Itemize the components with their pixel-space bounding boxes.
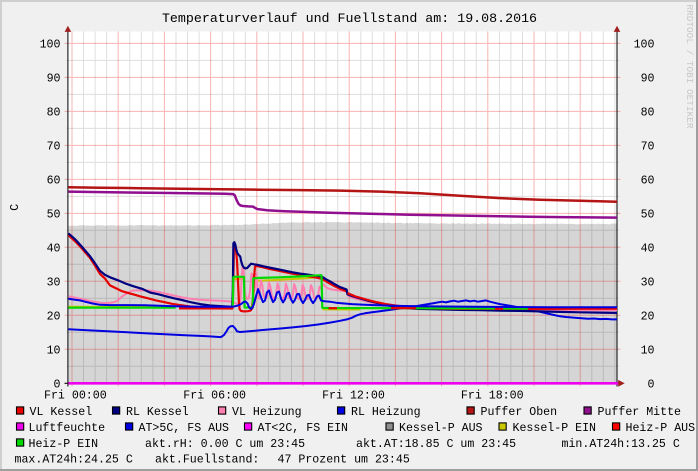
- svg-text:RL Heizung: RL Heizung: [351, 406, 421, 419]
- svg-text:Heiz-P EIN: Heiz-P EIN: [29, 438, 99, 451]
- svg-text:Kessel-P EIN: Kessel-P EIN: [513, 422, 597, 435]
- svg-text:Fri 18:00: Fri 18:00: [461, 389, 524, 402]
- svg-text:Fri 06:00: Fri 06:00: [183, 389, 246, 402]
- svg-text:80: 80: [641, 106, 655, 119]
- svg-text:RL Kessel: RL Kessel: [126, 406, 189, 419]
- svg-text:Heiz-P AUS: Heiz-P AUS: [626, 422, 696, 435]
- svg-text:40: 40: [47, 242, 61, 255]
- svg-text:C: C: [9, 204, 22, 211]
- svg-text:akt.rH: 0.00 C um 23:45: akt.rH: 0.00 C um 23:45: [145, 438, 305, 451]
- svg-text:akt.AT:18.85 C um 23:45: akt.AT:18.85 C um 23:45: [356, 438, 516, 451]
- svg-text:50: 50: [47, 208, 61, 221]
- svg-text:50: 50: [641, 208, 655, 221]
- svg-text:Puffer Mitte: Puffer Mitte: [598, 406, 682, 419]
- svg-text:90: 90: [641, 72, 655, 85]
- svg-text:AT>5C, FS AUS: AT>5C, FS AUS: [139, 422, 230, 435]
- svg-text:RRDTOOL / TOBI OETIKER: RRDTOOL / TOBI OETIKER: [684, 5, 695, 129]
- svg-text:AT<2C, FS EIN: AT<2C, FS EIN: [258, 422, 349, 435]
- svg-text:30: 30: [47, 276, 61, 289]
- svg-text:20: 20: [47, 310, 61, 323]
- svg-text:VL Heizung: VL Heizung: [232, 406, 302, 419]
- svg-text:40: 40: [641, 242, 655, 255]
- svg-text:min.AT24h:13.25 C: min.AT24h:13.25 C: [562, 438, 680, 451]
- svg-text:60: 60: [641, 174, 655, 187]
- svg-text:80: 80: [47, 106, 61, 119]
- svg-text:47 Prozent um 23:45: 47 Prozent um 23:45: [278, 453, 410, 466]
- svg-text:Luftfeuchte: Luftfeuchte: [29, 422, 106, 435]
- svg-text:0: 0: [648, 378, 655, 391]
- svg-text:VL Kessel: VL Kessel: [30, 406, 93, 419]
- svg-text:60: 60: [47, 174, 61, 187]
- svg-text:10: 10: [47, 344, 61, 357]
- svg-text:90: 90: [47, 72, 61, 85]
- svg-text:100: 100: [634, 39, 655, 52]
- svg-text:70: 70: [47, 140, 61, 153]
- svg-text:20: 20: [641, 310, 655, 323]
- svg-text:Fri 12:00: Fri 12:00: [322, 389, 385, 402]
- svg-text:30: 30: [641, 276, 655, 289]
- svg-text:max.AT24h:24.25 C: max.AT24h:24.25 C: [15, 453, 133, 466]
- svg-text:akt.Fuellstand:: akt.Fuellstand:: [155, 453, 259, 466]
- svg-text:Kessel-P AUS: Kessel-P AUS: [399, 422, 483, 435]
- svg-text:Temperaturverlauf und Fuellsta: Temperaturverlauf und Fuellstand am: 19.…: [162, 11, 537, 26]
- svg-text:Fri 00:00: Fri 00:00: [44, 389, 107, 402]
- svg-text:0: 0: [54, 378, 61, 391]
- svg-text:70: 70: [641, 140, 655, 153]
- svg-text:10: 10: [641, 344, 655, 357]
- svg-text:100: 100: [40, 39, 61, 52]
- svg-text:Puffer Oben: Puffer Oben: [481, 406, 558, 419]
